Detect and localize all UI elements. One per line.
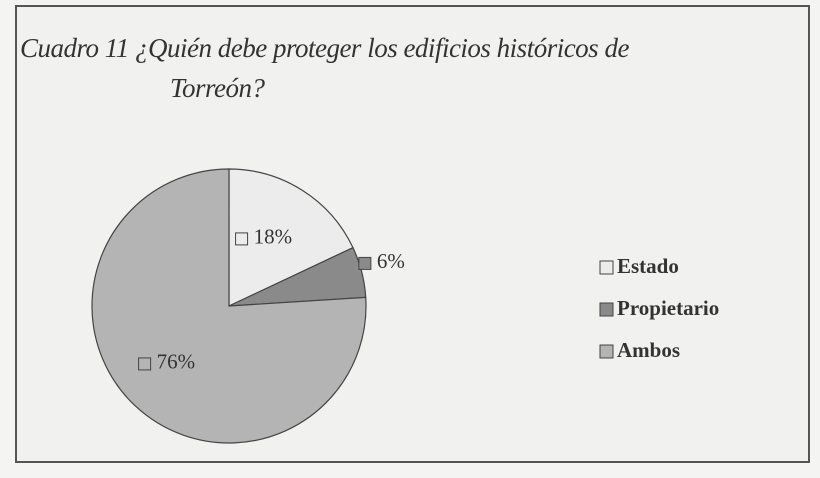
legend-swatch <box>599 344 614 359</box>
value-label: 6% <box>377 249 405 273</box>
pie-slice <box>228 168 354 307</box>
value-label-marker <box>235 232 249 246</box>
legend-swatch <box>599 302 614 317</box>
legend-swatch <box>599 260 614 275</box>
legend-label: Ambos <box>617 338 680 362</box>
chart-title: Cuadro 11 ¿Quién debe proteger los edifi… <box>20 33 629 103</box>
value-label: 18% <box>254 225 292 249</box>
value-label-marker <box>138 357 152 371</box>
legend-label: Propietario <box>617 296 719 320</box>
legend-label: Estado <box>617 254 679 278</box>
value-label-marker <box>358 256 372 270</box>
pie-slice <box>91 168 367 444</box>
value-label: 76% <box>157 350 196 374</box>
